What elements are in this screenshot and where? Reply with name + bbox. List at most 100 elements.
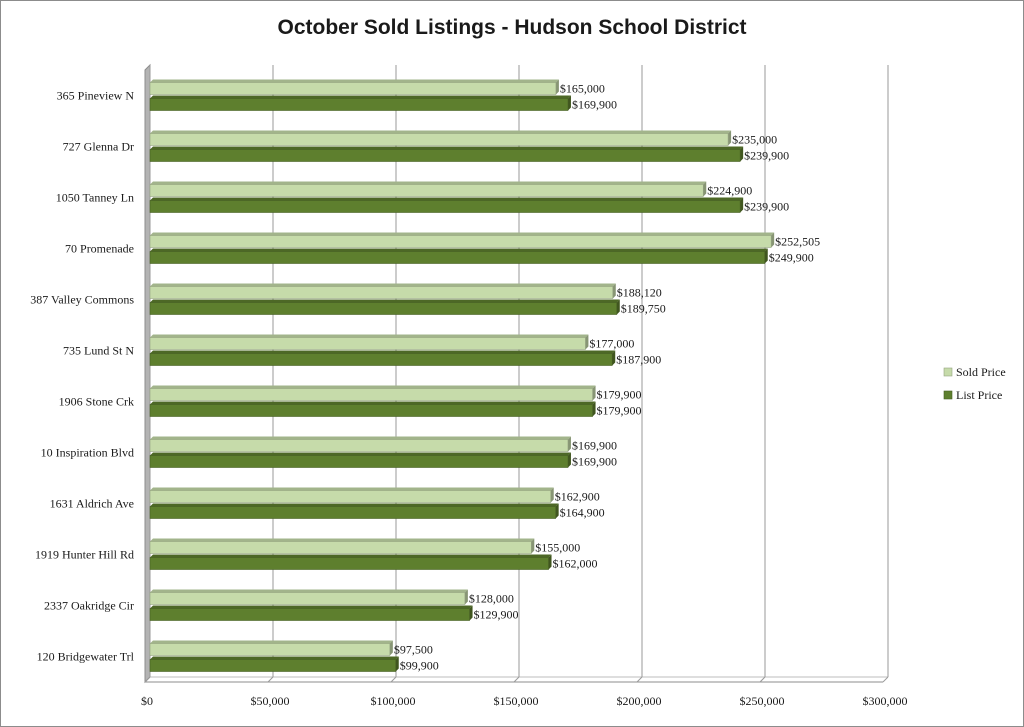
x-tick-label: $250,000	[740, 694, 785, 708]
gridline-floor	[144, 676, 151, 683]
list-price-data-label: $99,900	[400, 659, 439, 673]
sold-price-bar-top	[150, 538, 535, 542]
list-price-bar	[149, 506, 556, 519]
list-price-bar-end	[740, 146, 744, 162]
list-price-bar-top	[150, 605, 473, 609]
gridline-floor	[636, 676, 643, 683]
sold-price-bar-end	[389, 640, 393, 656]
list-price-bar	[149, 557, 549, 570]
sold-price-bar-top	[150, 487, 554, 491]
sold-price-data-label: $235,000	[732, 133, 777, 147]
sold-price-bar	[149, 82, 557, 95]
category-label: 10 Inspiration Blvd	[41, 446, 134, 460]
sold-price-bar	[149, 541, 532, 554]
list-price-bar	[149, 200, 741, 213]
sold-price-bar	[149, 286, 614, 299]
list-price-data-label: $239,900	[744, 200, 789, 214]
list-price-data-label: $249,900	[769, 251, 814, 265]
sold-price-bar	[149, 643, 391, 656]
sold-price-bar	[149, 388, 593, 401]
category-label: 735 Lund St N	[63, 344, 134, 358]
plot-side-wall	[144, 63, 151, 684]
list-price-bar	[149, 659, 397, 672]
sold-price-bar-top	[150, 385, 596, 389]
sold-price-data-label: $155,000	[535, 541, 580, 555]
sold-price-data-label: $252,505	[775, 235, 820, 249]
sold-price-bar	[149, 235, 772, 248]
category-label: 1919 Hunter Hill Rd	[35, 548, 134, 562]
sold-price-bar-end	[728, 130, 732, 146]
sold-price-bar-end	[592, 385, 596, 401]
sold-price-data-label: $97,500	[394, 643, 433, 657]
category-label: 727 Glenna Dr	[63, 140, 134, 154]
sold-price-data-label: $162,900	[555, 490, 600, 504]
list-price-bar-top	[150, 299, 620, 303]
list-price-bar-top	[150, 95, 571, 99]
sold-price-bar-top	[150, 589, 468, 593]
list-price-bar-end	[555, 503, 559, 519]
list-price-data-label: $169,900	[572, 455, 617, 469]
list-price-data-label: $164,900	[560, 506, 605, 520]
sold-price-bar-end	[612, 283, 616, 299]
list-price-bar	[149, 302, 618, 315]
list-price-bar-top	[150, 248, 768, 252]
sold-price-data-label: $188,120	[617, 286, 662, 300]
list-price-data-label: $239,900	[744, 149, 789, 163]
list-price-bar	[149, 149, 741, 162]
category-label: 1050 Tanney Ln	[56, 191, 134, 205]
list-price-bar	[149, 98, 569, 111]
gridline-floor	[759, 676, 766, 683]
legend-swatch-list-price	[943, 390, 953, 400]
x-tick-label: $0	[141, 694, 153, 708]
sold-price-bar-end	[771, 232, 775, 248]
x-tick-label: $150,000	[494, 694, 539, 708]
list-price-bar-end	[764, 248, 768, 264]
sold-price-bar-end	[585, 334, 589, 350]
list-price-data-label: $189,750	[621, 302, 666, 316]
sold-price-bar	[149, 337, 586, 350]
sold-price-data-label: $165,000	[560, 82, 605, 96]
category-label: 1631 Aldrich Ave	[50, 497, 134, 511]
x-tick-label: $50,000	[251, 694, 290, 708]
sold-price-bar	[149, 490, 552, 503]
x-tick-label: $200,000	[617, 694, 662, 708]
list-price-bar-top	[150, 197, 744, 201]
legend-swatch-sold-price	[943, 367, 953, 377]
sold-price-bar-end	[550, 487, 554, 503]
sold-price-bar-end	[567, 436, 571, 452]
sold-price-bar-end	[531, 538, 535, 554]
sold-price-bar	[149, 439, 569, 452]
category-label: 387 Valley Commons	[30, 293, 134, 307]
sold-price-bar-top	[150, 181, 707, 185]
sold-price-data-label: $169,900	[572, 439, 617, 453]
list-price-bar-end	[548, 554, 552, 570]
category-label: 2337 Oakridge Cir	[44, 599, 134, 613]
list-price-bar-top	[150, 401, 596, 405]
list-price-bar	[149, 608, 470, 621]
list-price-bar-top	[150, 503, 559, 507]
sold-price-data-label: $128,000	[469, 592, 514, 606]
category-label: 1906 Stone Crk	[59, 395, 134, 409]
list-price-bar	[149, 404, 593, 417]
gridline-floor	[390, 676, 397, 683]
sold-price-bar	[149, 133, 729, 146]
sold-price-bar-top	[150, 334, 589, 338]
list-price-data-label: $169,900	[572, 98, 617, 112]
list-price-bar-top	[150, 656, 399, 660]
sold-price-data-label: $177,000	[589, 337, 634, 351]
x-tick-label: $100,000	[371, 694, 416, 708]
sold-price-bar-top	[150, 130, 732, 134]
list-price-bar-top	[150, 350, 616, 354]
sold-price-data-label: $224,900	[707, 184, 752, 198]
category-label: 365 Pineview N	[57, 89, 135, 103]
category-label: 70 Promenade	[65, 242, 134, 256]
list-price-bar	[149, 353, 613, 366]
sold-price-bar-top	[150, 283, 616, 287]
sold-price-bar	[149, 184, 704, 197]
list-price-bar-end	[740, 197, 744, 213]
gridline-floor	[513, 676, 520, 683]
category-label: 120 Bridgewater Trl	[37, 650, 135, 664]
sold-price-bar	[149, 592, 466, 605]
list-price-data-label: $162,000	[553, 557, 598, 571]
